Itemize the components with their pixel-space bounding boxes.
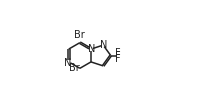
Text: Br: Br	[74, 29, 85, 39]
Text: F: F	[115, 48, 121, 58]
Text: Br: Br	[69, 63, 79, 73]
Text: F: F	[115, 54, 121, 64]
Text: N: N	[64, 58, 71, 68]
Text: F: F	[115, 51, 121, 61]
Text: N: N	[100, 40, 107, 50]
Text: N: N	[88, 44, 95, 54]
